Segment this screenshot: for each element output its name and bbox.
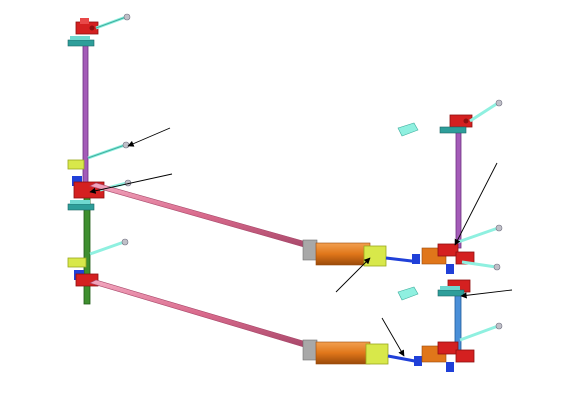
upper-cylinder-body xyxy=(315,242,371,266)
callout-leader-3 xyxy=(454,162,498,246)
lower-cylinder-endcap xyxy=(302,339,318,361)
right-top-clamp xyxy=(439,99,503,134)
callout-leader-2 xyxy=(89,173,173,194)
upper-cylinder-endcap xyxy=(302,239,318,261)
lower-cylinder-body xyxy=(315,341,371,365)
upper-slide-block xyxy=(363,245,387,267)
floating-pin-lower xyxy=(397,286,419,301)
upper-long-rod xyxy=(89,182,311,248)
upper-cylinder-assembly xyxy=(302,239,421,267)
callout-leader-1 xyxy=(127,127,171,147)
lower-cylinder-assembly xyxy=(302,339,422,366)
lower-slide-block xyxy=(365,343,389,365)
callout-leaders xyxy=(89,127,513,357)
right-middle-clamp xyxy=(437,279,471,297)
floating-pin-upper xyxy=(397,122,419,137)
right-upper-junction xyxy=(421,224,503,274)
lower-long-rod xyxy=(89,279,311,348)
right-upper-post-purple xyxy=(455,129,462,249)
right-lower-junction xyxy=(421,322,503,372)
callout-leader-5 xyxy=(460,289,513,299)
callout-leader-4 xyxy=(335,257,371,293)
callout-leader-6 xyxy=(381,317,405,357)
left-lower-clamp-cluster xyxy=(67,238,129,287)
top-left-clamp xyxy=(67,13,131,47)
left-upper-clamp-cluster xyxy=(67,141,132,211)
